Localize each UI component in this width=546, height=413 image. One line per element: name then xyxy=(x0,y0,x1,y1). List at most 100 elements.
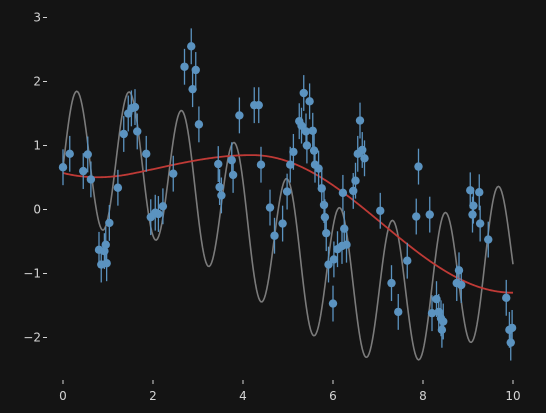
data-point xyxy=(188,71,197,108)
data-point xyxy=(113,169,123,206)
data-point xyxy=(265,189,275,226)
point-marker xyxy=(403,256,412,265)
point-marker xyxy=(340,224,349,233)
data-point xyxy=(469,187,478,224)
point-marker xyxy=(270,231,279,240)
x-tick-label: 6 xyxy=(329,389,337,403)
point-marker xyxy=(217,191,226,200)
point-marker xyxy=(130,102,140,112)
data-point xyxy=(228,157,238,193)
data-point xyxy=(217,177,226,214)
data-point xyxy=(342,226,351,263)
point-marker xyxy=(282,187,292,196)
point-marker xyxy=(58,163,68,172)
data-point xyxy=(322,215,331,252)
point-marker xyxy=(329,255,339,264)
x-axis: 0 2 4 6 8 10 xyxy=(59,380,521,403)
data-point xyxy=(191,52,200,88)
point-marker xyxy=(301,127,311,136)
data-point xyxy=(507,309,517,346)
data-point xyxy=(278,205,287,242)
data-point xyxy=(235,97,244,134)
data-point xyxy=(376,192,385,229)
point-marker xyxy=(65,149,74,159)
data-point xyxy=(254,87,263,124)
point-marker xyxy=(317,184,326,193)
data-point xyxy=(308,112,317,149)
point-marker xyxy=(439,317,448,326)
point-marker xyxy=(432,294,441,304)
x-tick-label: 4 xyxy=(239,389,247,403)
data-point xyxy=(187,28,196,65)
data-point xyxy=(475,205,485,242)
point-marker xyxy=(79,166,88,176)
data-point xyxy=(425,196,434,233)
point-marker xyxy=(142,149,151,159)
point-marker xyxy=(412,212,421,221)
data-point xyxy=(351,162,360,199)
point-marker xyxy=(227,156,236,165)
point-marker xyxy=(83,150,92,159)
data-point xyxy=(169,155,178,192)
point-marker xyxy=(254,100,263,110)
point-marker xyxy=(86,175,96,184)
point-marker xyxy=(305,97,314,106)
y-tick-label: 1 xyxy=(33,139,41,153)
data-point xyxy=(142,135,151,172)
point-marker xyxy=(286,160,295,169)
point-marker xyxy=(101,240,110,249)
point-marker xyxy=(324,260,333,269)
point-marker xyxy=(297,121,306,130)
y-tick-label: 0 xyxy=(33,203,41,217)
point-marker xyxy=(180,62,189,71)
data-point xyxy=(79,153,88,190)
y-tick-label: −2 xyxy=(23,331,41,345)
point-marker xyxy=(154,209,163,219)
point-marker xyxy=(299,88,308,98)
data-point xyxy=(180,48,189,85)
point-marker xyxy=(215,182,224,192)
data-point xyxy=(158,188,168,225)
point-marker xyxy=(376,206,385,215)
data-point xyxy=(299,75,308,111)
data-point xyxy=(270,217,279,254)
data-point xyxy=(355,102,365,139)
point-marker xyxy=(466,186,475,195)
data-point xyxy=(484,221,493,258)
point-marker xyxy=(113,183,123,192)
point-marker xyxy=(507,323,517,333)
data-point xyxy=(302,127,312,164)
point-marker xyxy=(355,116,365,125)
data-point xyxy=(256,146,266,183)
point-marker xyxy=(314,164,323,173)
data-point xyxy=(475,174,484,211)
point-marker xyxy=(360,154,369,163)
point-marker xyxy=(191,65,200,75)
x-tick-label: 0 xyxy=(59,389,67,403)
point-marker xyxy=(342,240,351,249)
point-marker xyxy=(328,299,338,308)
data-point xyxy=(403,242,412,279)
point-marker xyxy=(468,210,477,219)
point-marker xyxy=(457,280,466,290)
point-marker xyxy=(308,126,317,135)
data-point xyxy=(297,107,306,144)
data-point xyxy=(105,205,114,241)
data-point xyxy=(282,173,292,210)
point-marker xyxy=(349,186,358,196)
point-marker xyxy=(475,188,484,197)
data-point xyxy=(119,116,128,152)
point-marker xyxy=(169,169,178,178)
point-marker xyxy=(322,228,331,238)
point-marker xyxy=(437,325,447,335)
data-point xyxy=(387,265,396,302)
x-tick-label: 2 xyxy=(149,389,157,403)
data-point xyxy=(427,295,437,332)
point-marker xyxy=(319,200,329,210)
y-tick-label: 2 xyxy=(33,75,41,89)
data-point xyxy=(86,161,96,198)
point-marker xyxy=(338,188,348,198)
point-marker xyxy=(454,266,464,275)
data-point xyxy=(314,150,323,187)
